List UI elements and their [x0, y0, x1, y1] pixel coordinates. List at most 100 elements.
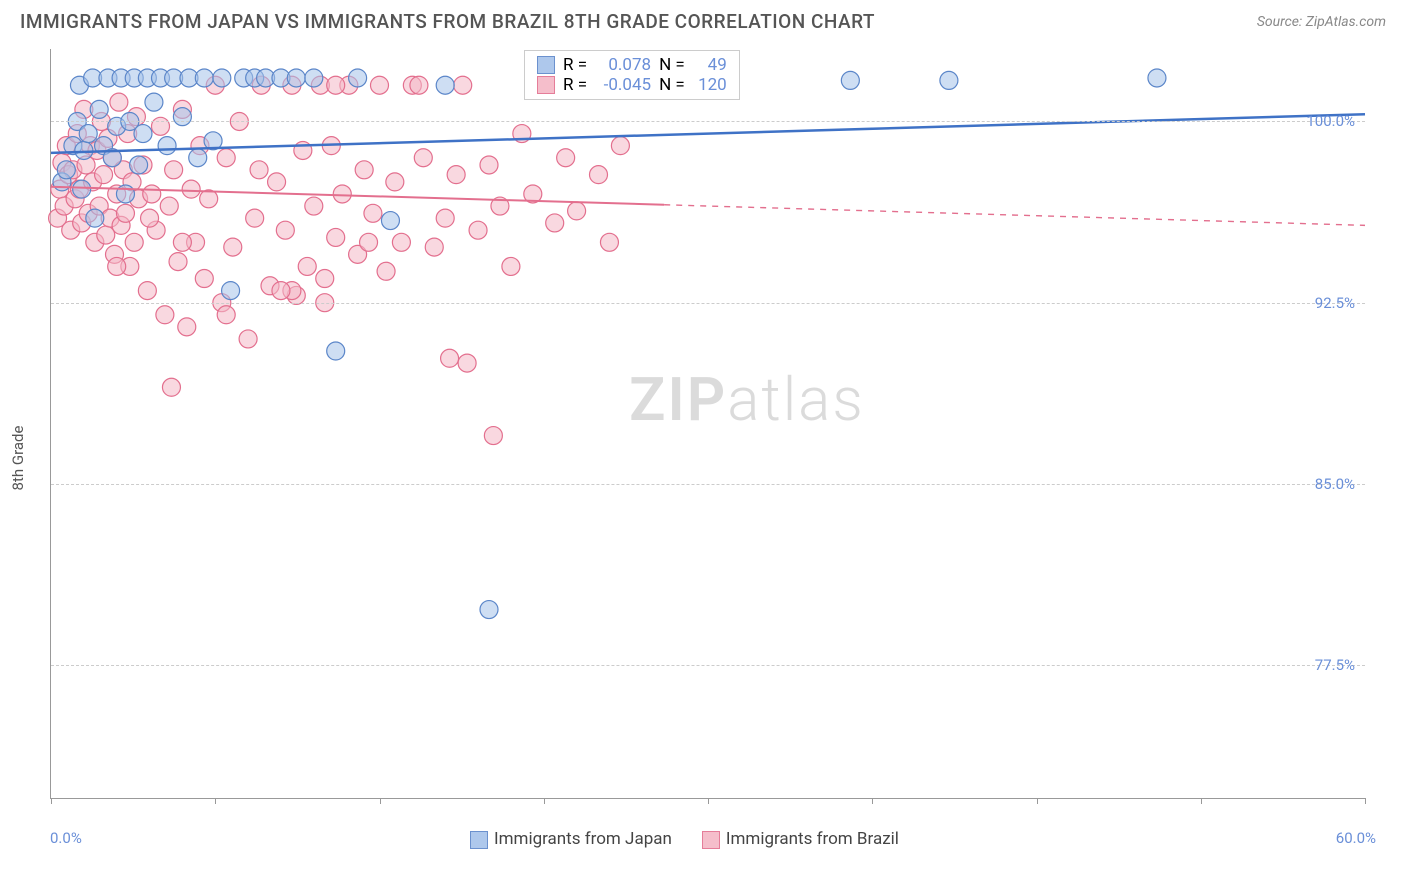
data-point: [222, 282, 240, 300]
data-point: [116, 204, 134, 222]
data-point: [386, 173, 404, 191]
x-tick-mark: [380, 798, 381, 804]
data-point: [355, 161, 373, 179]
legend-r-label-brazil: R =: [563, 75, 587, 95]
data-point: [125, 233, 143, 251]
legend-n-label-japan: N =: [659, 55, 685, 75]
legend-bottom-swatch-japan: [470, 831, 488, 849]
legend-row-brazil: R = -0.045 N = 120: [537, 75, 727, 95]
data-point: [173, 233, 191, 251]
data-point: [195, 69, 213, 87]
x-tick-mark: [215, 798, 216, 804]
data-point: [86, 209, 104, 227]
x-tick-mark: [872, 798, 873, 804]
data-point: [158, 137, 176, 155]
source-label: Source: ZipAtlas.com: [1257, 14, 1386, 30]
data-point: [502, 257, 520, 275]
data-point: [349, 69, 367, 87]
data-point: [458, 354, 476, 372]
data-point: [414, 149, 432, 167]
data-point: [145, 93, 163, 111]
data-point: [568, 202, 586, 220]
y-tick-label: 85.0%: [1315, 475, 1355, 493]
scatter-svg: [51, 49, 1365, 798]
data-point: [217, 149, 235, 167]
y-tick-label: 100.0%: [1306, 112, 1355, 130]
data-point: [841, 71, 859, 89]
data-point: [250, 161, 268, 179]
gridline-h: [51, 665, 1365, 666]
legend-n-label-brazil: N =: [659, 75, 685, 95]
data-point: [327, 228, 345, 246]
data-point: [1148, 69, 1166, 87]
data-point: [441, 349, 459, 367]
legend-n-value-brazil: 120: [693, 75, 727, 95]
data-point: [143, 185, 161, 203]
chart-container: 8th Grade ZIPatlas R = 0.078 N = 49 R = …: [0, 39, 1406, 859]
data-point: [182, 180, 200, 198]
data-point: [371, 76, 389, 94]
legend-item-brazil: Immigrants from Brazil: [702, 829, 899, 849]
legend-bottom-label-japan: Immigrants from Japan: [494, 829, 672, 849]
data-point: [377, 262, 395, 280]
data-point: [276, 221, 294, 239]
x-tick-mark: [1201, 798, 1202, 804]
legend-swatch-japan: [537, 56, 555, 74]
data-point: [239, 330, 257, 348]
data-point: [447, 166, 465, 184]
data-point: [392, 233, 410, 251]
data-point: [557, 149, 575, 167]
legend-swatch-brazil: [537, 76, 555, 94]
data-point: [436, 76, 454, 94]
data-point: [480, 601, 498, 619]
gridline-h: [51, 484, 1365, 485]
data-point: [305, 69, 323, 87]
x-tick-mark: [544, 798, 545, 804]
data-point: [360, 233, 378, 251]
data-point: [454, 76, 472, 94]
legend-r-value-japan: 0.078: [595, 55, 651, 75]
data-point: [138, 282, 156, 300]
data-point: [410, 76, 428, 94]
data-point: [298, 257, 316, 275]
data-point: [381, 212, 399, 230]
data-point: [173, 108, 191, 126]
data-point: [97, 226, 115, 244]
legend-r-value-brazil: -0.045: [595, 75, 651, 95]
data-point: [141, 209, 159, 227]
data-point: [316, 270, 334, 288]
data-point: [268, 173, 286, 191]
x-tick-mark: [51, 798, 52, 804]
data-point: [73, 180, 91, 198]
y-axis-label: 8th Grade: [9, 426, 27, 491]
data-point: [364, 204, 382, 222]
legend-item-japan: Immigrants from Japan: [470, 829, 672, 849]
x-tick-mark: [708, 798, 709, 804]
data-point: [162, 378, 180, 396]
legend-bottom-swatch-brazil: [702, 831, 720, 849]
data-point: [79, 125, 97, 143]
data-point: [134, 125, 152, 143]
legend-bottom: Immigrants from Japan Immigrants from Br…: [470, 829, 899, 849]
data-point: [156, 306, 174, 324]
x-tick-mark: [1037, 798, 1038, 804]
trend-line: [664, 205, 1365, 226]
data-point: [600, 233, 618, 251]
y-tick-label: 92.5%: [1315, 294, 1355, 312]
legend-statistics: R = 0.078 N = 49 R = -0.045 N = 120: [524, 50, 740, 100]
data-point: [546, 214, 564, 232]
data-point: [195, 270, 213, 288]
x-tick-mark: [1365, 798, 1366, 804]
y-tick-label: 77.5%: [1315, 656, 1355, 674]
data-point: [287, 69, 305, 87]
data-point: [108, 257, 126, 275]
data-point: [57, 161, 75, 179]
gridline-h: [51, 303, 1365, 304]
legend-n-value-japan: 49: [693, 55, 727, 75]
data-point: [590, 166, 608, 184]
x-axis-min-label: 0.0%: [50, 829, 82, 847]
title-bar: IMMIGRANTS FROM JAPAN VS IMMIGRANTS FROM…: [0, 0, 1406, 39]
data-point: [95, 166, 113, 184]
data-point: [272, 282, 290, 300]
data-point: [611, 137, 629, 155]
